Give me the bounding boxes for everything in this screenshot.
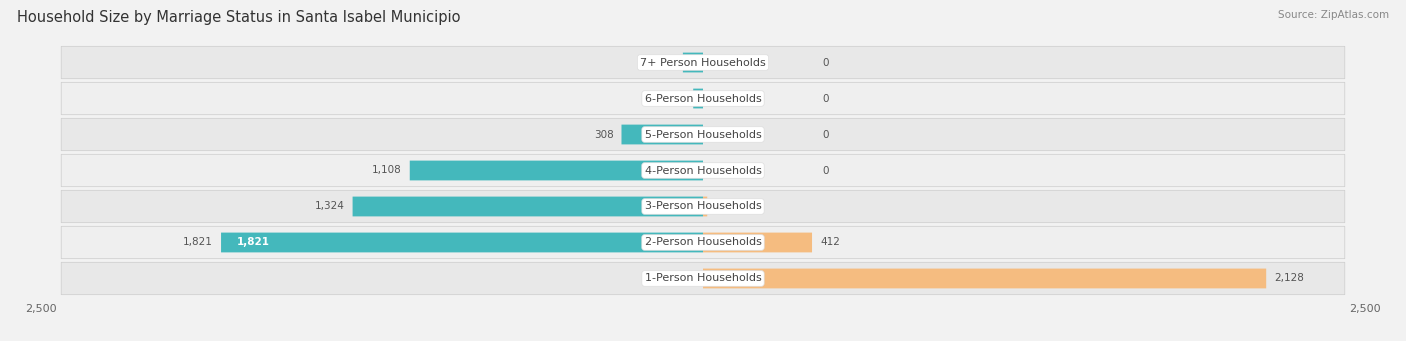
FancyBboxPatch shape [62,262,1344,295]
Text: 7+ Person Households: 7+ Person Households [640,58,766,68]
FancyBboxPatch shape [62,154,1344,187]
FancyBboxPatch shape [62,190,1344,223]
Text: 2-Person Households: 2-Person Households [644,237,762,248]
FancyBboxPatch shape [409,161,703,180]
Text: 0: 0 [823,130,828,139]
Text: 5-Person Households: 5-Person Households [644,130,762,139]
Text: 0: 0 [823,93,828,104]
Text: 76: 76 [662,58,675,68]
Text: 16: 16 [716,202,728,211]
Text: 1,821: 1,821 [238,237,270,248]
Text: 0: 0 [823,165,828,176]
Text: 0: 0 [823,58,828,68]
FancyBboxPatch shape [703,233,813,252]
FancyBboxPatch shape [683,53,703,72]
Text: 3-Person Households: 3-Person Households [644,202,762,211]
Text: 1-Person Households: 1-Person Households [644,273,762,283]
FancyBboxPatch shape [62,46,1344,79]
Text: 6-Person Households: 6-Person Households [644,93,762,104]
Text: 4-Person Households: 4-Person Households [644,165,762,176]
Text: 1,821: 1,821 [183,237,214,248]
FancyBboxPatch shape [62,118,1344,151]
FancyBboxPatch shape [62,226,1344,259]
FancyBboxPatch shape [62,82,1344,115]
FancyBboxPatch shape [221,233,703,252]
Text: 412: 412 [820,237,839,248]
Text: 37: 37 [672,93,685,104]
Text: Source: ZipAtlas.com: Source: ZipAtlas.com [1278,10,1389,20]
FancyBboxPatch shape [703,197,707,217]
FancyBboxPatch shape [693,89,703,108]
Text: Household Size by Marriage Status in Santa Isabel Municipio: Household Size by Marriage Status in San… [17,10,460,25]
Text: 308: 308 [593,130,613,139]
Text: 1,324: 1,324 [315,202,344,211]
FancyBboxPatch shape [621,124,703,144]
Text: 1,108: 1,108 [373,165,402,176]
Text: 2,128: 2,128 [1274,273,1303,283]
FancyBboxPatch shape [353,197,703,217]
FancyBboxPatch shape [703,269,1267,288]
